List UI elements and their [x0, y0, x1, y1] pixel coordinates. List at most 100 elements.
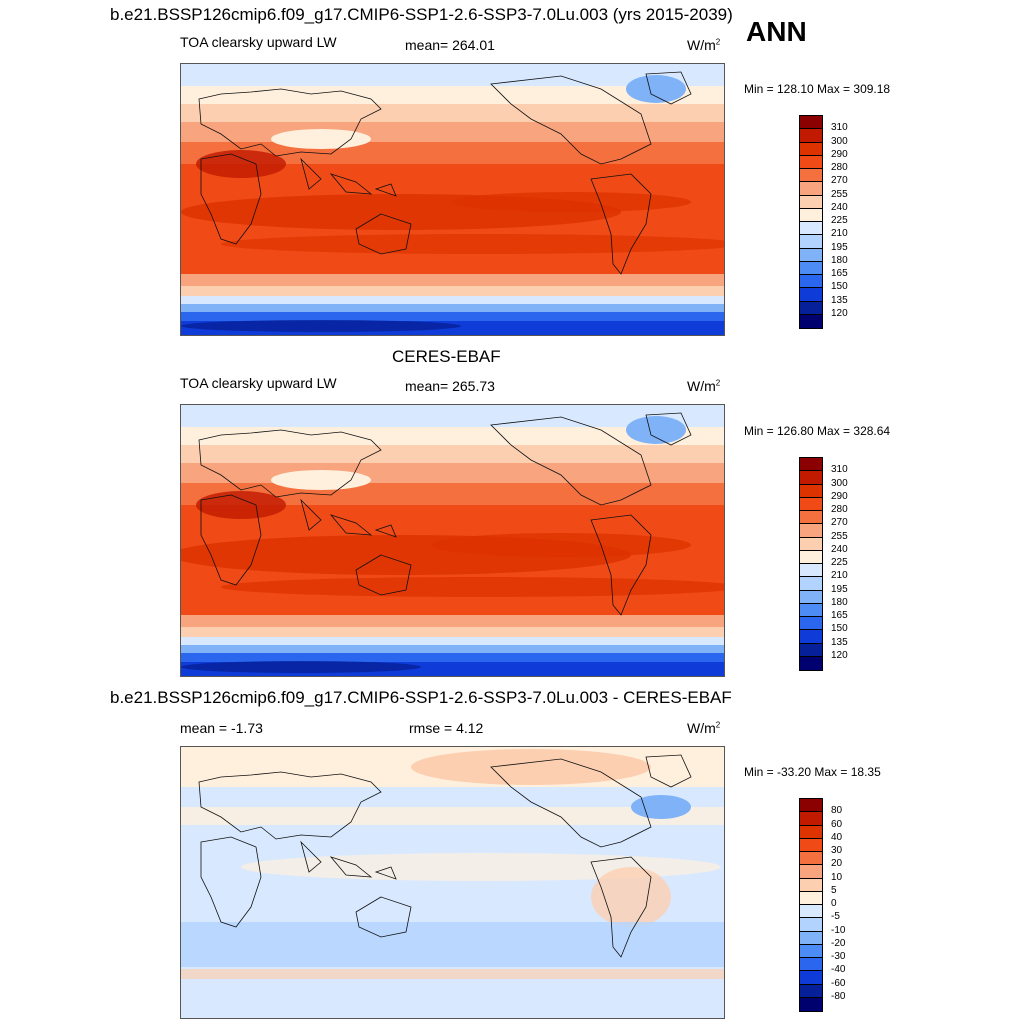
colorbar-segment	[800, 944, 822, 958]
panel-1-mean-label: mean= 264.01	[405, 37, 495, 53]
colorbar-segment	[800, 116, 822, 130]
colorbar-segment	[800, 537, 822, 551]
panel-3-colorbar	[799, 798, 823, 1012]
colorbar-tick-label: 30	[831, 845, 843, 856]
colorbar-segment	[800, 590, 822, 604]
colorbar-tick-label: 180	[831, 254, 848, 266]
colorbar-tick-label: 255	[831, 188, 848, 200]
colorbar-tick-label: 300	[831, 477, 848, 489]
colorbar-segment	[800, 905, 822, 919]
colorbar-segment	[800, 865, 822, 879]
panel-1-title: b.e21.BSSP126cmip6.f09_g17.CMIP6-SSP1-2.…	[110, 5, 733, 24]
colorbar-tick-label: 240	[831, 201, 848, 213]
colorbar-tick-label: 135	[831, 636, 848, 648]
colorbar-segment	[800, 852, 822, 866]
colorbar-segment	[800, 235, 822, 249]
colorbar-tick-label: 165	[831, 268, 848, 279]
colorbar-tick-label: 195	[831, 583, 848, 595]
colorbar-segment	[800, 195, 822, 209]
colorbar-tick-label: 120	[831, 307, 848, 319]
colorbar-tick-label: 310	[831, 464, 848, 476]
panel-3-units: W/m2	[687, 720, 721, 736]
colorbar-segment	[800, 155, 822, 169]
colorbar-segment	[800, 458, 822, 472]
colorbar-segment	[800, 524, 822, 538]
colorbar-tick-label: 210	[831, 570, 848, 582]
colorbar-tick-label: -10	[831, 924, 846, 936]
season-label: ANN	[746, 16, 807, 47]
colorbar-segment	[800, 812, 822, 826]
colorbar-tick-label: 195	[831, 241, 848, 253]
colorbar-segment	[800, 577, 822, 591]
panel-1-minmax: Min = 128.10 Max = 309.18	[744, 82, 891, 96]
colorbar-segment	[800, 129, 822, 143]
colorbar-segment	[800, 142, 822, 156]
colorbar-segment	[800, 222, 822, 236]
panel-3-rmse-label: rmse = 4.12	[409, 720, 484, 736]
colorbar-tick-label: 210	[831, 228, 848, 240]
colorbar-tick-label: 120	[831, 649, 848, 661]
panel-1-colorbar	[799, 115, 823, 329]
colorbar-tick-label: 80	[831, 805, 843, 817]
colorbar-tick-label: 180	[831, 596, 848, 608]
colorbar-segment	[800, 958, 822, 972]
panel-1-map	[180, 63, 725, 336]
colorbar-segment	[800, 275, 822, 289]
colorbar-segment	[800, 984, 822, 998]
colorbar-segment	[800, 799, 822, 813]
colorbar-segment	[800, 169, 822, 183]
colorbar-tick-label: 20	[831, 858, 843, 870]
colorbar-tick-label: 150	[831, 623, 848, 635]
colorbar-tick-label: -40	[831, 964, 846, 976]
colorbar-tick-label: 225	[831, 215, 848, 226]
colorbar-segment	[800, 825, 822, 839]
colorbar-tick-label: 225	[831, 557, 848, 568]
colorbar-segment	[800, 471, 822, 485]
colorbar-segment	[800, 511, 822, 525]
colorbar-tick-label: -5	[831, 911, 840, 923]
colorbar-tick-label: 270	[831, 517, 848, 529]
colorbar-segment	[800, 288, 822, 302]
colorbar-segment	[800, 248, 822, 262]
colorbar-tick-label: -60	[831, 977, 846, 989]
colorbar-segment	[800, 208, 822, 222]
colorbar-segment	[800, 918, 822, 932]
panel-2-colorbar	[799, 457, 823, 671]
colorbar-tick-label: 290	[831, 148, 848, 160]
colorbar-segment	[800, 838, 822, 852]
panel-2-variable-label: TOA clearsky upward LW	[180, 375, 337, 391]
panel-1-units: W/m2	[687, 37, 721, 53]
colorbar-segment	[800, 617, 822, 631]
colorbar-tick-label: 310	[831, 122, 848, 134]
panel-3-map	[180, 746, 725, 1019]
colorbar-segment	[800, 484, 822, 498]
colorbar-segment	[800, 314, 822, 328]
panel-1-variable-label: TOA clearsky upward LW	[180, 34, 337, 50]
colorbar-tick-label: 135	[831, 294, 848, 306]
colorbar-tick-label: 290	[831, 490, 848, 502]
colorbar-segment	[800, 182, 822, 196]
colorbar-tick-label: 165	[831, 610, 848, 621]
panel-2-map	[180, 404, 725, 677]
colorbar-segment	[800, 550, 822, 564]
colorbar-tick-label: 240	[831, 543, 848, 555]
colorbar-tick-label: 280	[831, 162, 848, 173]
colorbar-segment	[800, 997, 822, 1011]
colorbar-segment	[800, 497, 822, 511]
colorbar-tick-label: -30	[831, 951, 846, 962]
colorbar-tick-label: 10	[831, 871, 843, 883]
colorbar-tick-label: 255	[831, 530, 848, 542]
panel-2-minmax: Min = 126.80 Max = 328.64	[744, 424, 891, 438]
panel-2-title: CERES-EBAF	[392, 347, 501, 366]
colorbar-segment	[800, 931, 822, 945]
panel-2-units: W/m2	[687, 378, 721, 394]
colorbar-segment	[800, 643, 822, 657]
colorbar-segment	[800, 878, 822, 892]
panel-2-mean-label: mean= 265.73	[405, 378, 495, 394]
colorbar-segment	[800, 603, 822, 617]
colorbar-tick-label: -80	[831, 990, 846, 1002]
colorbar-segment	[800, 656, 822, 670]
colorbar-segment	[800, 564, 822, 578]
colorbar-tick-label: -20	[831, 937, 846, 949]
colorbar-tick-label: 280	[831, 504, 848, 515]
